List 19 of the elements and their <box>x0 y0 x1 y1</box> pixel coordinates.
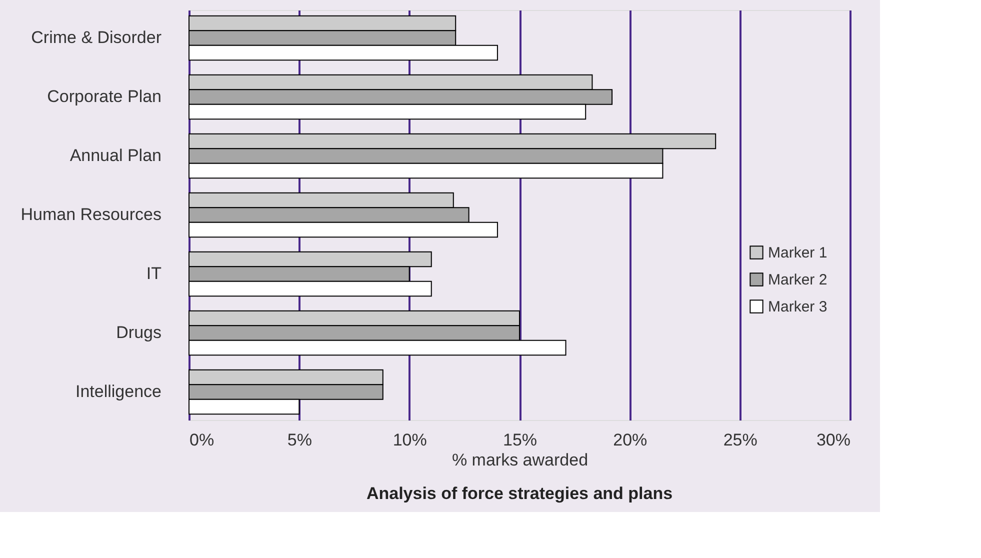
y-tick-label: IT <box>146 264 162 283</box>
y-tick-label: Annual Plan <box>70 146 162 166</box>
x-tick-label: 10% <box>392 430 427 450</box>
x-tick-label: 30% <box>816 430 850 450</box>
x-tick-label: 25% <box>723 430 758 450</box>
legend-label: Marker 2 <box>768 272 828 288</box>
x-tick-label: 0% <box>190 430 214 450</box>
y-tick-label: Intelligence <box>75 382 162 401</box>
y-tick-label: Drugs <box>116 322 162 342</box>
x-tick-label: 20% <box>613 430 648 450</box>
legend-label: Marker 3 <box>768 298 828 316</box>
x-axis-title: % marks awarded <box>452 450 588 470</box>
x-tick-label: 15% <box>502 430 538 450</box>
x-tick-label: 5% <box>287 430 312 450</box>
y-tick-label: Corporate Plan <box>47 87 162 106</box>
legend-label: Marker 1 <box>768 244 828 262</box>
text: Analysis of force strategies and plans <box>366 484 673 503</box>
y-tick-label: Crime & Disorder <box>31 28 162 48</box>
y-tick-label: Human Resources <box>20 205 162 224</box>
